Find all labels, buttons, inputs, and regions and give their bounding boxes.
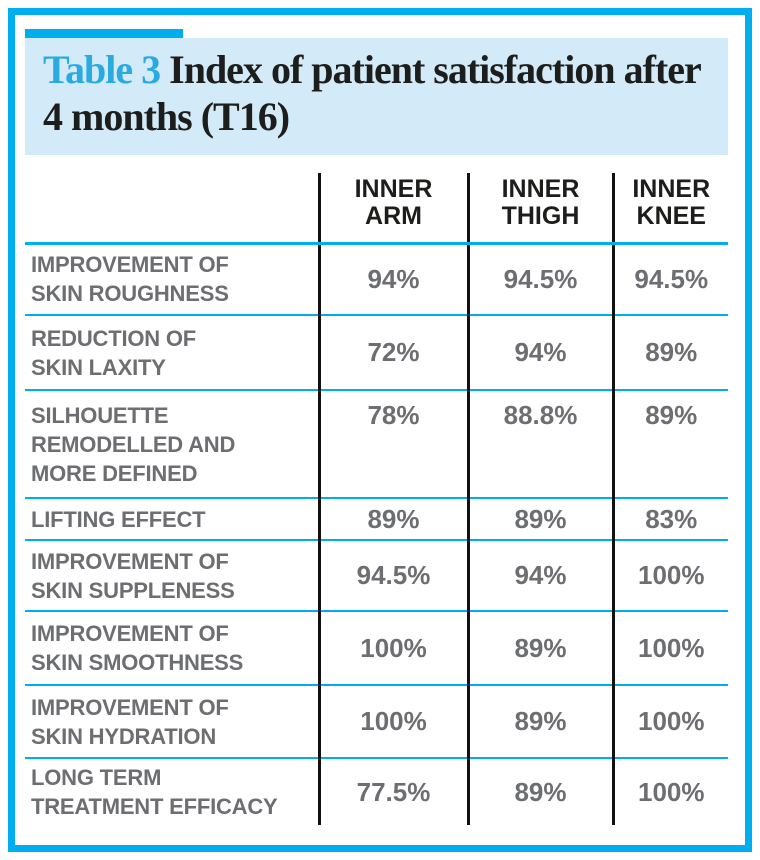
cell-inner-arm: 100%	[317, 685, 468, 759]
row-label: LONG TERM TREATMENT EFFICACY	[31, 765, 278, 819]
cell-inner-thigh: 94%	[466, 540, 613, 612]
cell-inner-knee: 94.5%	[611, 243, 728, 316]
cell-inner-knee: 100%	[611, 611, 728, 686]
row-label: LIFTING EFFECT	[25, 498, 319, 541]
cell-inner-thigh: 94.5%	[466, 243, 613, 316]
cell-inner-knee: 100%	[611, 685, 728, 759]
row-label: IMPROVEMENT OF SKIN SMOOTHNESS	[25, 611, 319, 686]
figure: Table 3 Index of patient satisfaction af…	[25, 29, 728, 825]
title-accent-bar	[25, 29, 183, 38]
corner-cell	[25, 173, 319, 245]
row-label: IMPROVEMENT OF SKIN SUPPLENESS	[25, 540, 319, 612]
cell-inner-arm: 78%	[317, 390, 468, 499]
cell-inner-thigh: 94%	[466, 315, 613, 391]
cell-inner-arm: 89%	[317, 498, 468, 541]
cell-inner-arm: 72%	[317, 315, 468, 391]
table-row: LIFTING EFFECT 89% 89% 83%	[25, 498, 728, 541]
row-label: IMPROVEMENT OF SKIN HYDRATION	[25, 685, 319, 759]
table-row: LONG TERM TREATMENT EFFICACY 77.5% 89% 1…	[25, 758, 728, 825]
cell-inner-thigh: 89%	[466, 685, 613, 759]
row-label: SILHOUETTE REMODELLED AND MORE DEFINED	[25, 390, 319, 499]
row-label: REDUCTION OF SKIN LAXITY	[25, 315, 319, 391]
table-number-label: Table 3	[43, 47, 161, 92]
satisfaction-table: INNER ARM INNER THIGH INNER KNEE IMPROVE…	[25, 173, 728, 825]
table-title-text: Index of patient satisfaction after 4 mo…	[43, 47, 701, 139]
cell-inner-arm: 77.5%	[317, 758, 468, 825]
cell-inner-knee: 83%	[611, 498, 728, 541]
cell-inner-arm: 94%	[317, 243, 468, 316]
table-row: IMPROVEMENT OF SKIN ROUGHNESS 94% 94.5% …	[25, 243, 728, 316]
table-title: Table 3 Index of patient satisfaction af…	[25, 38, 728, 155]
cell-inner-knee: 100%	[611, 758, 728, 825]
cell-inner-arm: 100%	[317, 611, 468, 686]
column-header-inner-arm: INNER ARM	[317, 173, 468, 245]
table-row: IMPROVEMENT OF SKIN SMOOTHNESS 100% 89% …	[25, 611, 728, 686]
table-row: SILHOUETTE REMODELLED AND MORE DEFINED 7…	[25, 390, 728, 499]
cell-inner-arm: 94.5%	[317, 540, 468, 612]
cell-inner-knee: 89%	[611, 390, 728, 499]
table-row: IMPROVEMENT OF SKIN HYDRATION 100% 89% 1…	[25, 685, 728, 759]
header-row: INNER ARM INNER THIGH INNER KNEE	[25, 173, 728, 245]
cell-inner-knee: 100%	[611, 540, 728, 612]
cell-inner-knee: 89%	[611, 315, 728, 391]
cell-inner-thigh: 89%	[466, 498, 613, 541]
row-label: IMPROVEMENT OF SKIN ROUGHNESS	[25, 243, 319, 316]
cell-inner-thigh: 89%	[466, 758, 613, 825]
cell-inner-thigh: 88.8%	[466, 390, 613, 499]
title-block: Table 3 Index of patient satisfaction af…	[25, 29, 728, 155]
table-row: IMPROVEMENT OF SKIN SUPPLENESS 94.5% 94%…	[25, 540, 728, 612]
column-header-inner-thigh: INNER THIGH	[466, 173, 613, 245]
table-row: REDUCTION OF SKIN LAXITY 72% 94% 89%	[25, 315, 728, 391]
cell-inner-thigh: 89%	[466, 611, 613, 686]
column-header-inner-knee: INNER KNEE	[611, 173, 728, 245]
